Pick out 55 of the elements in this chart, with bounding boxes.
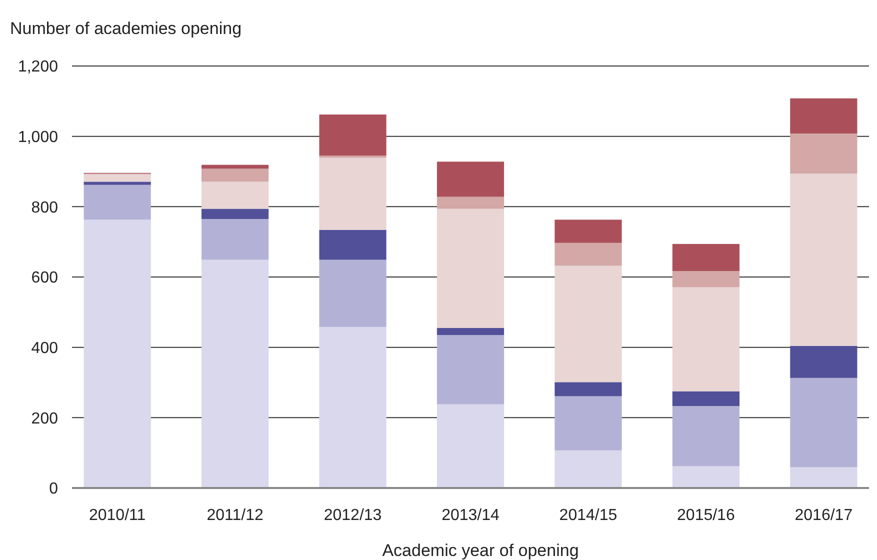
y-tick-label: 0 [49,480,58,498]
y-tick-label: 800 [31,199,58,216]
bar [319,326,386,488]
bar [202,168,269,182]
x-tick-label: 2012/13 [324,507,382,524]
bar [436,335,504,404]
bar [84,220,151,488]
bar [436,328,504,336]
bar [554,220,622,243]
y-tick-label: 400 [31,340,58,357]
x-tick-label: 2015/16 [677,507,735,524]
x-tick-label: 2013/14 [442,507,500,524]
x-axis-title: Academic year of opening [382,541,579,560]
bar [554,266,622,382]
bar [790,467,858,488]
bar [84,182,151,185]
bar [672,287,740,392]
bar [84,184,151,220]
bar [672,391,740,406]
y-tick-label: 600 [31,270,58,287]
bar [672,406,740,466]
bar [554,242,622,266]
bar [790,378,858,468]
bar [554,382,622,396]
y-axis-title: Number of academies opening [10,19,242,38]
x-tick-label: 2010/11 [88,507,146,524]
bar [202,182,269,209]
y-tick-label: 1,000 [18,128,58,146]
bar [672,466,740,488]
bar [554,450,622,488]
bar [436,162,504,197]
bar [319,114,386,156]
x-tick-label: 2016/17 [794,507,853,524]
bar [319,230,386,260]
y-tick-label: 1,200 [18,58,58,76]
bar [202,218,269,260]
x-tick-label: 2011/12 [206,507,264,524]
y-tick-label: 200 [31,410,58,428]
bar [436,404,504,488]
bar [202,208,269,219]
bar [790,174,858,346]
bar [790,346,858,378]
bar [436,208,504,328]
x-tick-label: 2014/15 [559,507,618,524]
bar [790,98,858,134]
bar [84,174,151,182]
bar [672,271,740,288]
bar [672,244,740,272]
bar [319,158,386,230]
bar [202,164,269,169]
bar [319,260,386,327]
bar [790,134,858,174]
bar [436,196,504,209]
bar [554,396,622,450]
bar [202,260,269,488]
